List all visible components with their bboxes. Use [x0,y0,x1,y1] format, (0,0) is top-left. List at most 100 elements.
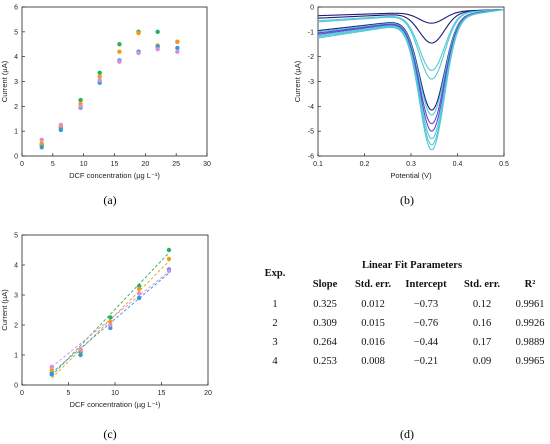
c-series4-point [49,364,54,370]
c-y-tick-label: 0 [14,383,18,390]
a-y-tick-label: 6 [14,5,18,12]
panel-d-fit-table: Linear Fit Parameters Exp. Slope Std. err. I… [265,260,545,367]
panel-c-linear-fit-chart: 0 5 10 15 20 0 1 2 3 4 5 DCF concentration (µg L⁻¹)… [0,233,212,410]
a-series4-point [58,122,64,128]
c-y-tick-label: 4 [14,263,18,270]
b-y-tick-label: -3 [308,79,314,86]
c-x-axis-label: DCF concentration (µg L⁻¹) [70,400,161,409]
d-row-exp-label: 4 [272,356,278,367]
panel-label-d: (d) [400,427,414,441]
a-series4-point [39,137,44,143]
b-x-tick-label: 0.3 [406,161,416,168]
d-table-cell: 0.309 [313,318,337,329]
c-series3-point [136,295,142,301]
d-column-header: R² [525,279,536,290]
d-row-header: Exp. [265,268,286,279]
d-column-header: Std. err. [464,279,500,290]
a-x-tick-label: 0 [20,161,24,168]
d-row-exp-label: 3 [272,337,277,348]
b-y-tick-label: -6 [308,154,314,161]
a-x-tick-label: 30 [203,161,211,168]
a-series3-point [58,127,64,133]
panel-label-c: (c) [103,427,116,441]
a-series3-point [39,145,44,150]
a-y-tick-label: 2 [14,104,18,111]
c-series3-point [49,372,54,377]
b-x-tick-label: 0.5 [499,161,509,168]
c-y-tick-label: 1 [14,353,18,360]
d-table-cell: 0.9889 [516,337,545,348]
d-table-cell: 0.253 [313,356,337,367]
d-table-cell: 0.16 [473,318,491,329]
b-voltammogram-curve-5 [318,8,504,111]
d-table-cell: 0.9961 [516,299,545,310]
d-row-exp-label: 2 [272,318,277,329]
a-series4-point [155,47,160,52]
d-table-cell: 0.012 [361,299,385,310]
c-x-tick-label: 0 [20,390,24,397]
b-voltammogram-curve-6 [318,8,504,116]
d-table-cell: −0.76 [414,318,438,329]
c-y-tick-label: 5 [14,233,18,240]
b-voltammogram-curve-4 [318,8,504,80]
a-y-tick-label: 1 [14,129,18,136]
b-y-tick-label: -2 [308,54,314,61]
d-table-cell: −0.73 [414,299,438,310]
d-table-cell: 0.325 [313,299,337,310]
a-series4-point [117,59,122,64]
c-x-tick-label: 20 [204,390,212,397]
d-table-cell: 0.9926 [516,318,545,329]
a-series2-point [175,39,180,44]
panel-a-scatter-chart: 0 5 10 15 20 25 30 0 1 2 3 4 5 6 DCF concentration (µg… [0,5,211,181]
a-x-axis-label: DCF concentration (µg L⁻¹) [69,171,160,180]
d-column-header: Intercept [405,279,447,290]
c-y-tick-label: 2 [14,323,18,330]
c-series3-point [78,352,83,358]
b-y-tick-label: -1 [308,29,314,36]
c-series1-point [166,247,172,253]
a-y-tick-label: 5 [14,29,18,36]
panel-label-a: (a) [103,193,116,207]
b-curves [318,8,504,151]
c-series2-point [136,286,142,292]
a-y-axis-label: Current (µA) [0,60,9,102]
b-voltammogram-curve-11 [318,8,504,151]
d-table-cell: −0.44 [414,337,439,348]
b-x-tick-label: 0.4 [453,161,463,168]
c-series4-point [166,268,172,274]
c-series2-point [166,256,172,262]
a-y-tick-label: 0 [14,154,18,161]
d-table-cell: 0.9965 [516,356,545,367]
b-x-axis-label: Potential (V) [390,171,432,180]
c-x-tick-label: 10 [111,390,119,397]
b-voltammogram-curve-3 [318,8,504,71]
b-x-tick-label: 0.1 [313,161,323,168]
b-y-tick-label: -5 [308,129,314,136]
b-y-axis-label: Current (µA) [293,60,302,102]
d-row-exp-label: 1 [272,299,277,310]
b-voltammogram-curve-7 [318,8,504,125]
c-y-axis-label: Current (µA) [0,289,9,331]
a-x-tick-label: 10 [80,161,88,168]
a-y-tick-label: 3 [14,79,18,86]
d-table-cell: 0.12 [473,299,491,310]
d-table-cell: −0.21 [414,356,438,367]
a-series4-point [97,78,102,83]
c-y-tick-label: 3 [14,293,18,300]
a-series1-point [78,97,83,103]
c-x-tick-label: 5 [67,390,71,397]
a-plot-frame [21,6,208,157]
b-y-tick-label: -4 [308,104,314,111]
c-x-tick-label: 15 [158,390,166,397]
a-y-tick-label: 4 [14,54,18,61]
a-series2-point [97,74,102,79]
c-series1-point [108,315,113,320]
a-series2-point [39,141,44,146]
a-series3-point [175,45,180,51]
a-series1-point [117,42,122,47]
b-y-tick-label: 0 [310,5,314,12]
a-x-tick-label: 5 [51,161,55,168]
c-series1-fit-line [51,252,170,377]
panel-label-b: (b) [400,193,414,207]
